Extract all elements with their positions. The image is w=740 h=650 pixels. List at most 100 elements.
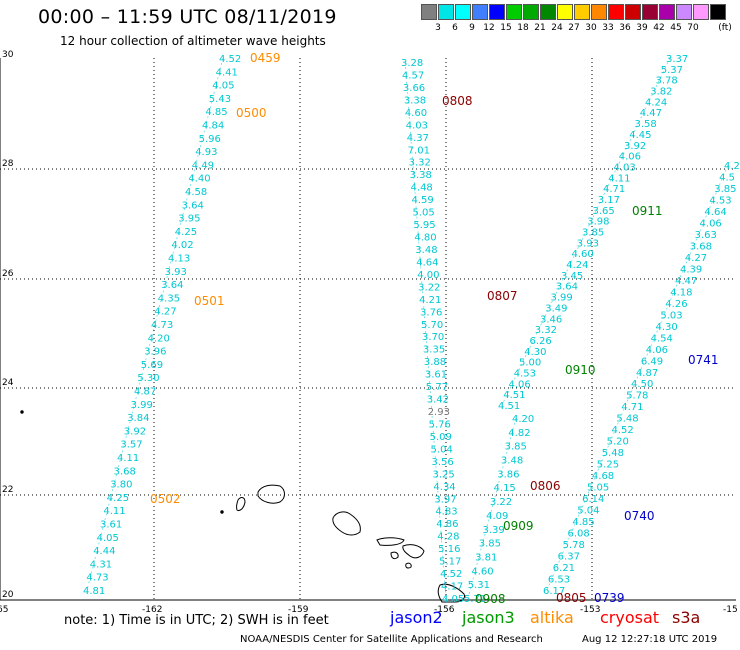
- wave-height-value: 4.06: [700, 218, 722, 229]
- wave-height-value: 4.2: [724, 161, 740, 172]
- wave-height-value: 4.25: [107, 493, 129, 504]
- wave-height-value: 3.92: [624, 141, 646, 152]
- wave-height-value: 3.85: [582, 228, 604, 239]
- altimeter-track: 4.52 4.41 4.05 5.43 4.85 4.84 5.96 4.93 4.49 4.40…: [83, 54, 241, 597]
- wave-height-value: 3.92: [124, 426, 146, 437]
- wave-height-value: 4.45: [629, 130, 651, 141]
- wave-height-value: 5.30: [137, 373, 159, 384]
- kaula-rock: [220, 510, 224, 514]
- wave-height-value: 4.37: [407, 133, 429, 144]
- niihau-island: [236, 497, 246, 511]
- wave-height-value: 4.59: [411, 195, 433, 206]
- wave-height-value: 5.71: [464, 594, 486, 605]
- lat-tick-label: 30: [2, 50, 14, 60]
- generated-timestamp: Aug 12 12:27:18 UTC 2019: [582, 634, 718, 645]
- wave-height-value: 3.86: [497, 469, 519, 480]
- wave-height-value: 6.49: [641, 356, 663, 367]
- wave-height-value: 3.49: [545, 303, 567, 314]
- wave-height-value: 3.93: [165, 267, 187, 278]
- wave-height-value: 4.84: [202, 121, 224, 132]
- wave-height-value: 4.26: [665, 299, 687, 310]
- wave-height-value: 5.05: [587, 483, 609, 494]
- wave-height-value: 4.73: [151, 320, 173, 331]
- wave-height-value: 4.53: [514, 368, 536, 379]
- lon-tick-label: -153: [580, 605, 600, 615]
- color-scale-bin: [693, 4, 709, 20]
- wave-height-value: 3.58: [635, 119, 657, 130]
- pass-time-label: 0501: [194, 294, 225, 308]
- wave-height-value: 3.95: [178, 214, 200, 225]
- wave-height-value: 4.73: [86, 573, 108, 584]
- color-scale-bin: [625, 4, 641, 20]
- color-scale-bin: [455, 4, 471, 20]
- color-scale-label: 6: [452, 23, 458, 33]
- wave-height-value: 4.83: [435, 507, 457, 518]
- wave-height-value: 5.09: [430, 432, 452, 443]
- wave-height-value: 4.5: [719, 172, 735, 183]
- wave-height-value: 3.56: [432, 457, 454, 468]
- wave-height-value: 3.85: [505, 442, 527, 453]
- wave-height-value: 4.06: [646, 345, 668, 356]
- wave-height-value: 4.85: [572, 517, 594, 528]
- wave-height-value: 5.96: [199, 134, 221, 145]
- wave-height-value: 3.85: [479, 539, 501, 550]
- wave-height-value: 6.26: [530, 336, 552, 347]
- pass-time-label: 0909: [503, 519, 534, 533]
- wave-height-value: 4.15: [494, 483, 516, 494]
- color-scale-label: 9: [469, 23, 475, 33]
- wave-height-value: 3.61: [100, 520, 122, 531]
- wave-height-value: 3.98: [587, 217, 609, 228]
- wave-height-value: 4.60: [405, 108, 427, 119]
- wave-height-value: 4.18: [670, 287, 692, 298]
- wave-height-value: 4.17: [441, 582, 463, 593]
- color-scale-label: 27: [568, 23, 580, 33]
- wave-height-value: 5.78: [563, 540, 585, 551]
- wave-height-value: 4.02: [171, 240, 193, 251]
- color-scale-unit: (ft): [718, 23, 732, 33]
- wave-height-value: 3.39: [482, 525, 504, 536]
- color-scale-label: 33: [602, 23, 614, 33]
- lanai-island: [390, 551, 399, 560]
- wave-height-value: 4.06: [619, 152, 641, 163]
- lon-tick-label: -162: [142, 605, 162, 615]
- lat-tick-label: 22: [2, 485, 13, 495]
- wave-height-value: 5.00: [519, 358, 541, 369]
- wave-height-value: 3.64: [161, 280, 183, 291]
- wave-height-value: 4.20: [512, 414, 534, 425]
- wave-height-value: 4.82: [508, 428, 530, 439]
- wave-height-value: 5.69: [141, 360, 163, 371]
- color-scale-bin: [676, 4, 692, 20]
- footer-note: note: 1) Time is in UTC; 2) SWH is in fe…: [64, 613, 329, 628]
- wave-height-value: 5.04: [577, 506, 599, 517]
- wave-height-value: 3.64: [182, 200, 204, 211]
- wave-height-value: 4.00: [417, 270, 439, 281]
- pass-time-label: 0807: [487, 289, 518, 303]
- wave-height-value: 6.21: [553, 563, 575, 574]
- altimeter-track: 4.24.53.854.534.644.063.633.684.274.394.…: [543, 161, 740, 597]
- wave-height-value: 4.52: [440, 569, 462, 580]
- wave-height-value: 3.22: [490, 497, 512, 508]
- color-scale-label: 70: [687, 23, 699, 33]
- wave-height-value: 4.27: [685, 253, 707, 264]
- wave-height-value: 4.30: [656, 322, 678, 333]
- wave-height-value: 5.31: [468, 580, 490, 591]
- wave-height-value: 4.30: [524, 347, 546, 358]
- wave-height-value: 5.43: [209, 94, 231, 105]
- legend-altika: altika: [530, 608, 574, 627]
- hawaiian-islands: [20, 410, 465, 603]
- wave-height-value: 4.40: [188, 174, 210, 185]
- wave-height-value: 3.38: [404, 95, 426, 106]
- lon-tick-label: -165: [0, 605, 8, 615]
- wave-height-value: 3.32: [535, 325, 557, 336]
- wave-height-value: 3.99: [131, 400, 153, 411]
- axis-labels: -165 -162 -159 -156 -153 -15 30 28 26 24 22 20: [0, 50, 738, 615]
- wave-height-value: 4.50: [631, 379, 653, 390]
- wave-height-value: 4.57: [402, 70, 424, 81]
- pass-time-label: 0908: [475, 592, 506, 606]
- pass-time-label: 0910: [565, 363, 596, 377]
- wave-height-value: 5.25: [597, 460, 619, 471]
- color-scale-bin: [438, 4, 454, 20]
- color-scale-label: 30: [585, 23, 597, 33]
- wave-height-value: 4.85: [205, 107, 227, 118]
